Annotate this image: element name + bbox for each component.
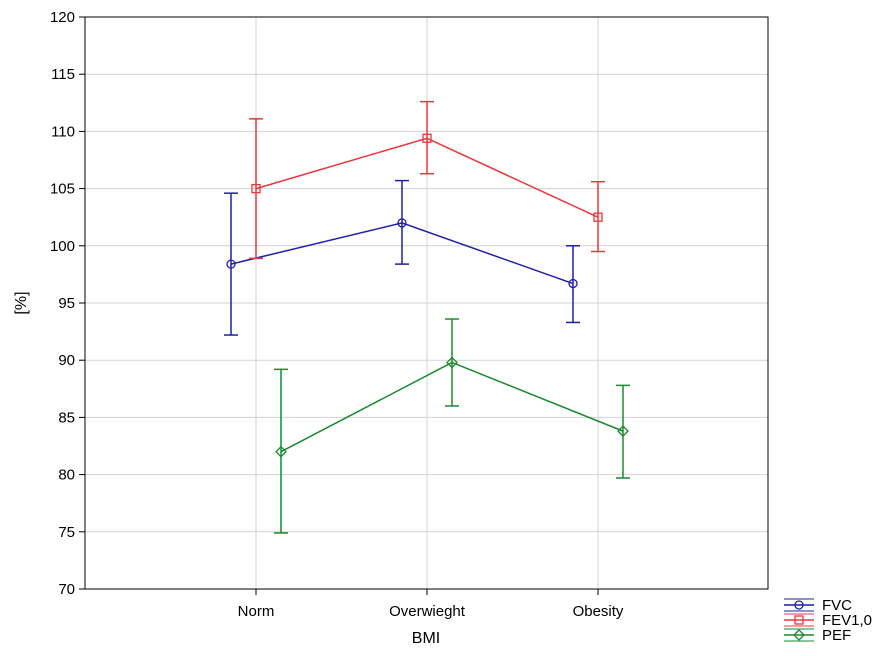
x-tick-label: Obesity bbox=[573, 603, 624, 620]
legend-label: FEV1,0 bbox=[822, 612, 872, 629]
y-axis-ticks: 70 75 80 85 90 95 100 105 110 115 120 bbox=[50, 9, 85, 598]
series-pef bbox=[274, 318, 630, 534]
y-tick-label: 85 bbox=[58, 409, 75, 426]
legend-item: FEV1,0 bbox=[784, 612, 872, 629]
x-tick-label: Overwieght bbox=[389, 603, 466, 620]
y-tick-label: 105 bbox=[50, 181, 75, 198]
y-tick-label: 120 bbox=[50, 9, 75, 26]
y-tick-label: 75 bbox=[58, 524, 75, 541]
series-fvc bbox=[224, 179, 580, 336]
y-tick-label: 80 bbox=[58, 467, 75, 484]
legend-label: PEF bbox=[822, 627, 851, 644]
y-tick-label: 70 bbox=[58, 581, 75, 598]
y-tick-label: 110 bbox=[51, 123, 75, 140]
y-tick-label: 90 bbox=[58, 352, 75, 369]
data-point bbox=[397, 218, 407, 228]
data-point bbox=[275, 445, 287, 458]
x-tick-label: Norm bbox=[238, 603, 275, 620]
x-axis-ticks: Norm Overwieght Obesity bbox=[238, 589, 624, 620]
legend-marker bbox=[794, 600, 804, 610]
y-tick-label: 115 bbox=[51, 66, 75, 83]
series-fev1-0 bbox=[249, 100, 605, 260]
legend-label: FVC bbox=[822, 597, 852, 614]
data-point bbox=[446, 356, 458, 369]
x-axis-title: BMI bbox=[412, 630, 440, 647]
data-point bbox=[593, 212, 603, 222]
series-layer bbox=[224, 100, 630, 534]
y-tick-label: 95 bbox=[58, 295, 75, 312]
data-point bbox=[422, 133, 432, 143]
legend-marker bbox=[793, 629, 805, 641]
data-point bbox=[617, 425, 629, 438]
legend-item: PEF bbox=[784, 627, 851, 644]
data-point bbox=[251, 183, 261, 194]
data-point bbox=[568, 278, 578, 289]
legend-item: FVC bbox=[784, 597, 852, 614]
y-tick-label: 100 bbox=[50, 238, 75, 255]
legend-marker bbox=[794, 615, 804, 625]
y-axis-title: [%] bbox=[13, 291, 30, 314]
data-point bbox=[226, 259, 236, 269]
